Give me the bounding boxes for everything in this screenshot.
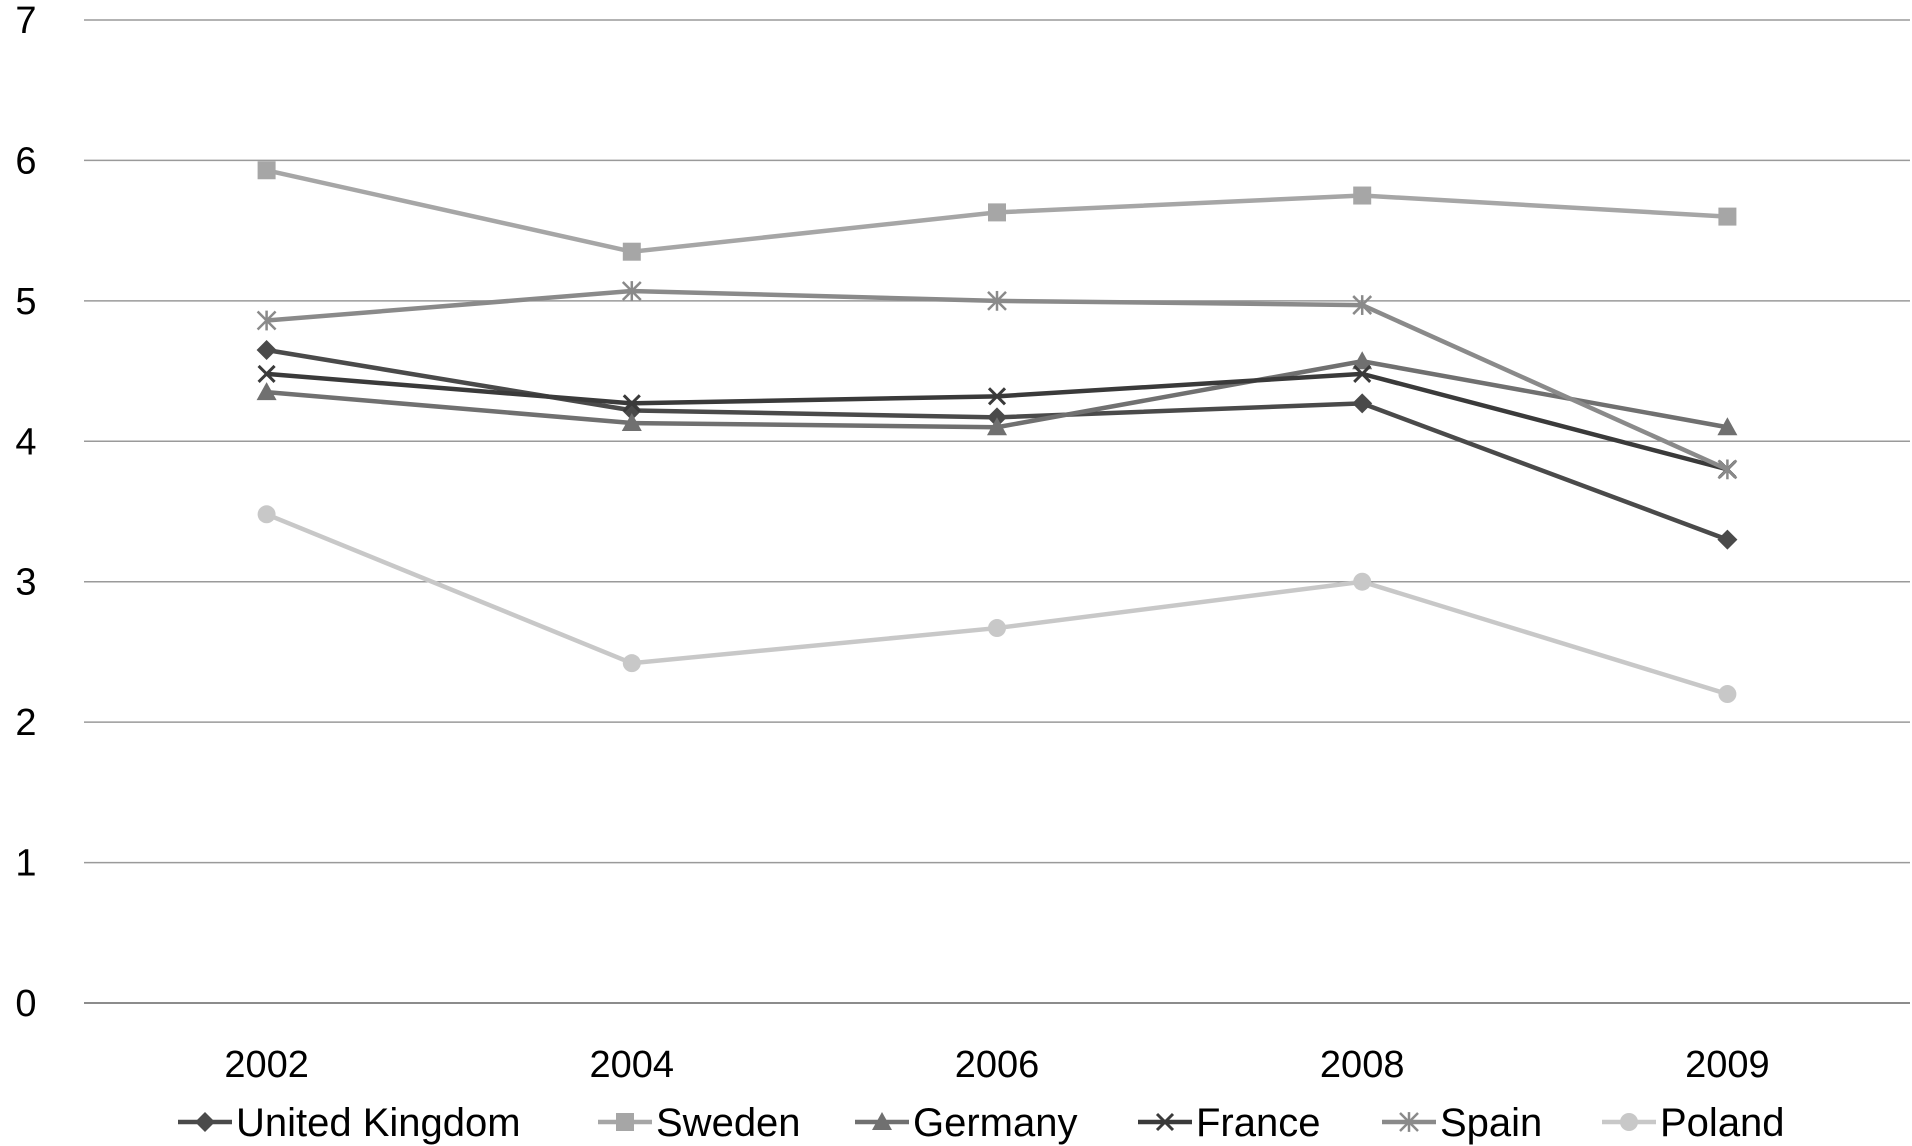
legend-item-spain: Spain	[1382, 1101, 1542, 1145]
y-tick-label: 3	[15, 562, 36, 604]
data-point-united-kingdom	[256, 340, 277, 361]
series-united-kingdom	[256, 340, 1738, 550]
x-axis-tick-labels: 2002 2004 2006 2008 2009	[224, 1044, 1769, 1086]
y-tick-label: 6	[15, 140, 36, 182]
legend-label: Germany	[913, 1101, 1078, 1145]
legend-marker-france	[1155, 1112, 1175, 1132]
x-tick-label: 2009	[1685, 1044, 1770, 1086]
data-point-spain	[256, 310, 277, 331]
data-point-poland	[988, 619, 1006, 638]
legend-item-poland: Poland	[1602, 1101, 1785, 1145]
data-point-sweden	[1353, 186, 1372, 205]
legend-label: Spain	[1440, 1101, 1542, 1145]
legend-marker-spain	[1399, 1112, 1419, 1132]
legend-item-germany: Germany	[855, 1101, 1078, 1145]
y-tick-label: 2	[15, 702, 36, 744]
data-point-france	[257, 364, 276, 383]
x-tick-label: 2008	[1320, 1044, 1405, 1086]
series-line-spain	[266, 288, 1729, 472]
x-tick-label: 2006	[955, 1044, 1040, 1086]
y-tick-label: 7	[15, 0, 36, 42]
data-point-united-kingdom	[1352, 393, 1373, 414]
legend: United Kingdom Sweden Germany France Spain Po…	[178, 1101, 1785, 1145]
x-tick-label: 2004	[590, 1044, 675, 1086]
data-point-united-kingdom	[1717, 529, 1738, 550]
data-point-sweden	[622, 242, 641, 261]
data-point-sweden	[1718, 207, 1737, 226]
legend-marker-poland	[1620, 1113, 1638, 1131]
data-point-sweden	[988, 203, 1006, 222]
data-point-france	[622, 394, 641, 413]
legend-label: France	[1196, 1101, 1321, 1145]
series-sweden	[257, 161, 1737, 261]
legend-label: Sweden	[656, 1101, 801, 1145]
data-point-sweden	[257, 161, 276, 180]
y-tick-label: 5	[15, 281, 36, 323]
gridlines	[84, 19, 1910, 1004]
data-point-france	[1353, 364, 1372, 383]
data-point-spain	[1352, 295, 1373, 315]
data-point-germany	[987, 417, 1007, 436]
data-point-germany	[256, 382, 277, 401]
y-tick-label: 1	[15, 843, 36, 885]
data-point-germany	[1717, 417, 1738, 436]
data-point-spain	[621, 281, 642, 301]
legend-marker-united-kingdom	[195, 1112, 215, 1132]
data-point-spain	[1717, 459, 1738, 480]
y-axis-tick-labels: 0 1 2 3 4 5 6 7	[15, 0, 36, 1025]
legend-item-france: France	[1138, 1101, 1321, 1145]
legend-label: United Kingdom	[236, 1101, 521, 1145]
series-lines	[256, 161, 1738, 704]
legend-label: Poland	[1660, 1101, 1785, 1145]
data-point-france	[987, 387, 1007, 406]
y-tick-label: 0	[15, 983, 36, 1025]
y-tick-label: 4	[15, 421, 36, 463]
series-spain	[256, 281, 1738, 480]
data-point-germany	[621, 413, 642, 432]
series-line-united-kingdom	[266, 347, 1729, 542]
legend-item-united-kingdom: United Kingdom	[178, 1101, 521, 1145]
series-poland	[257, 505, 1737, 704]
legend-marker-germany	[872, 1112, 892, 1130]
series-germany	[256, 351, 1738, 436]
data-point-poland	[1718, 685, 1737, 704]
data-point-poland	[1353, 572, 1372, 591]
legend-marker-sweden	[616, 1113, 634, 1131]
data-point-germany	[1352, 351, 1373, 370]
series-line-poland	[265, 512, 1729, 697]
x-tick-label: 2002	[224, 1044, 309, 1086]
data-point-spain	[987, 290, 1007, 311]
data-point-poland	[257, 505, 276, 524]
legend-item-sweden: Sweden	[598, 1101, 801, 1145]
data-point-poland	[622, 654, 641, 673]
